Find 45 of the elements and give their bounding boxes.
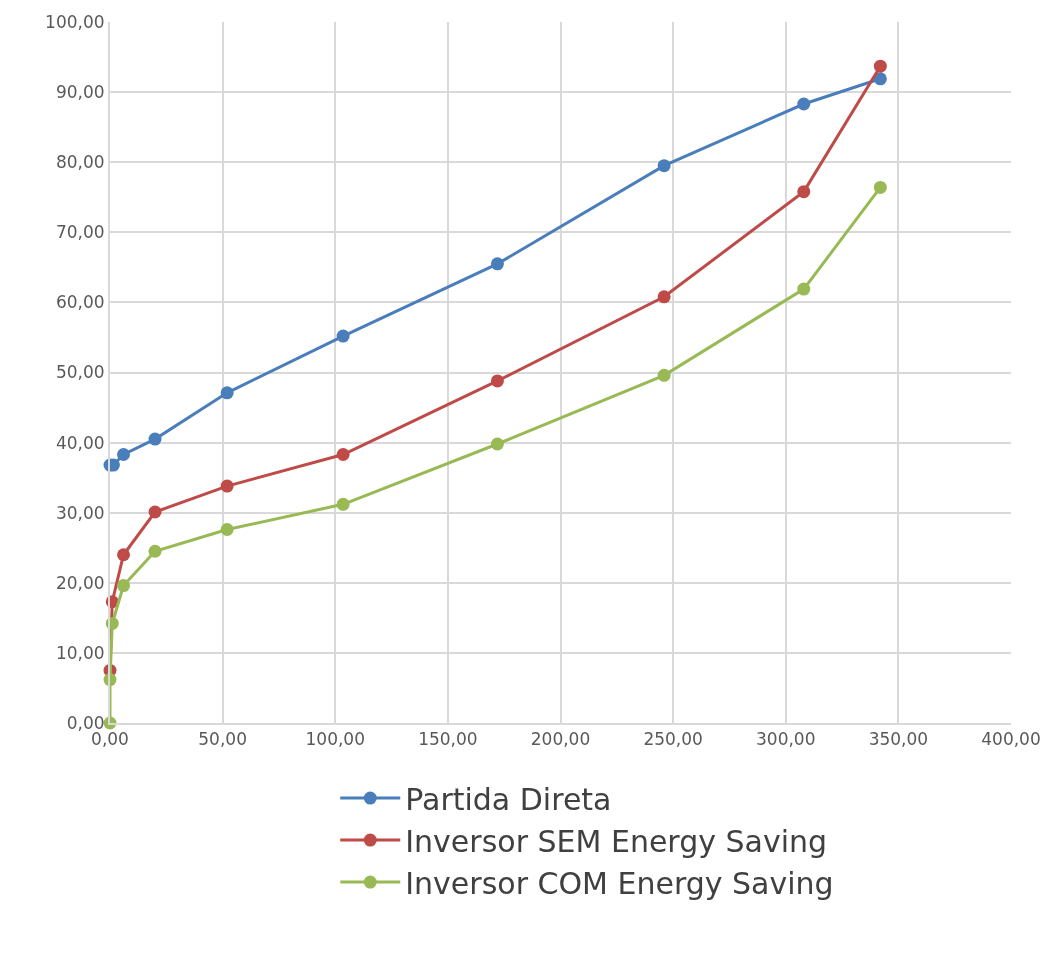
point	[117, 548, 131, 562]
y-tick-label: 60,00	[55, 292, 105, 313]
point	[336, 497, 350, 511]
x-tick-label: 100,00	[305, 729, 365, 750]
point	[336, 448, 350, 462]
point	[220, 479, 234, 493]
y-tick-label: 40,00	[55, 432, 105, 453]
point	[873, 72, 887, 86]
x-tick-label: 200,00	[530, 729, 591, 750]
legend-label: Inversor COM Energy Saving	[405, 865, 834, 901]
point	[117, 579, 131, 593]
point	[490, 437, 504, 451]
point	[797, 185, 811, 199]
x-tick-label: 150,00	[418, 729, 478, 750]
y-tick-label: 50,00	[55, 362, 105, 383]
y-tick-label: 100,00	[45, 11, 105, 32]
point	[220, 386, 234, 400]
x-tick-label: 400,00	[981, 729, 1041, 750]
point	[797, 282, 811, 296]
x-tick-label: 300,00	[756, 729, 816, 750]
point	[148, 432, 162, 446]
y-tick-label: 80,00	[55, 152, 105, 173]
point	[873, 180, 887, 194]
point	[490, 257, 504, 271]
point	[220, 523, 234, 537]
x-tick-label: 250,00	[643, 729, 703, 750]
point	[797, 97, 811, 111]
point	[873, 59, 887, 73]
y-tick-label: 30,00	[55, 502, 105, 523]
legend-label: Partida Direta	[405, 781, 612, 817]
point	[148, 544, 162, 558]
y-tick-label: 20,00	[55, 572, 105, 593]
point	[657, 159, 671, 173]
y-tick-label: 10,00	[55, 642, 105, 663]
point	[490, 374, 504, 388]
point	[657, 290, 671, 304]
x-tick-label: 350,00	[868, 729, 929, 750]
legend-label: Inversor SEM Energy Saving	[405, 823, 828, 859]
x-tick-label: 50,00	[198, 729, 247, 750]
point	[148, 505, 162, 519]
y-tick-label: 90,00	[55, 82, 105, 103]
point	[336, 329, 350, 343]
y-tick-label: 70,00	[55, 222, 105, 243]
point	[117, 448, 131, 462]
point	[657, 368, 671, 382]
